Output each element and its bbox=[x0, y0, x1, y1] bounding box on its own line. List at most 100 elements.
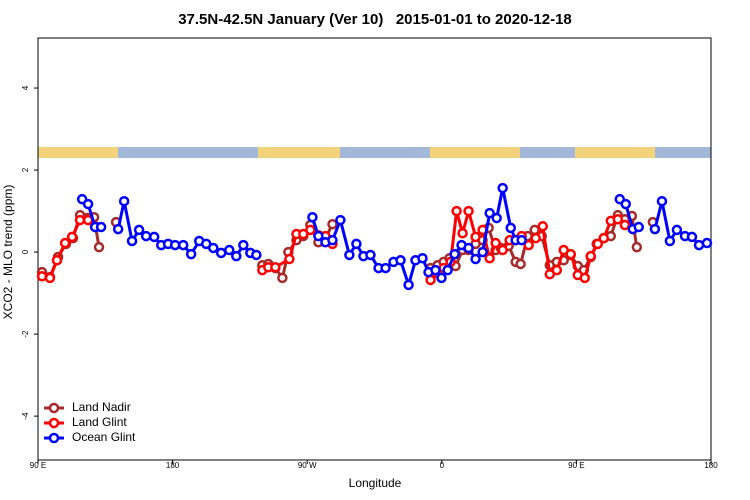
data-point bbox=[463, 205, 474, 217]
data-point bbox=[380, 262, 391, 274]
data-point bbox=[620, 198, 632, 210]
data-point bbox=[36, 271, 48, 282]
legend-label: Ocean Glint bbox=[72, 430, 136, 444]
legend-marker bbox=[48, 432, 60, 444]
data-point bbox=[491, 212, 502, 224]
data-point bbox=[701, 237, 713, 249]
data-point bbox=[686, 231, 698, 243]
data-point bbox=[335, 214, 346, 226]
y-tick-label: -2 bbox=[21, 330, 30, 338]
data-point bbox=[231, 250, 242, 262]
data-point bbox=[82, 198, 94, 210]
data-point bbox=[365, 249, 376, 261]
data-point bbox=[93, 241, 105, 253]
data-point bbox=[484, 252, 495, 264]
x-tick-label: 90 E bbox=[30, 461, 46, 470]
map-strip bbox=[38, 147, 711, 158]
data-point bbox=[565, 248, 576, 260]
x-axis-label: Longitude bbox=[349, 476, 402, 490]
data-point bbox=[515, 258, 526, 270]
data-point bbox=[270, 261, 281, 273]
data-point bbox=[148, 231, 160, 243]
series bbox=[76, 182, 713, 291]
data-point bbox=[463, 242, 474, 254]
legend-marker bbox=[48, 417, 60, 429]
data-point bbox=[112, 223, 124, 235]
y-tick-label: 2 bbox=[21, 167, 30, 172]
data-point bbox=[215, 247, 227, 259]
data-point bbox=[59, 237, 71, 249]
data-point bbox=[470, 253, 481, 265]
data-point bbox=[631, 241, 643, 253]
x-tick-label: 180 bbox=[166, 461, 180, 470]
data-point bbox=[592, 238, 604, 250]
data-point bbox=[395, 255, 406, 266]
data-point bbox=[537, 220, 548, 232]
data-point bbox=[284, 253, 295, 265]
x-tick-label: 0 bbox=[440, 461, 445, 470]
data-point bbox=[633, 221, 645, 233]
data-point bbox=[238, 239, 249, 251]
data-point bbox=[551, 264, 563, 276]
data-point bbox=[436, 272, 447, 284]
data-point bbox=[74, 214, 86, 226]
legend-label: Land Nadir bbox=[72, 400, 131, 414]
data-point bbox=[619, 219, 631, 231]
data-point bbox=[585, 250, 597, 262]
y-axis-label: XCO2 - MLO trend (ppm) bbox=[1, 185, 15, 320]
data-point bbox=[44, 272, 56, 284]
data-point bbox=[497, 244, 508, 256]
legend-marker bbox=[48, 402, 60, 414]
data-point bbox=[516, 234, 527, 246]
data-point bbox=[126, 235, 138, 247]
data-point bbox=[523, 239, 534, 251]
data-point bbox=[470, 231, 481, 243]
data-point bbox=[344, 249, 355, 261]
x-tick-label: 90 E bbox=[568, 461, 584, 470]
y-tick-label: -4 bbox=[21, 412, 30, 420]
data-point bbox=[305, 224, 316, 236]
data-point bbox=[579, 272, 591, 284]
y-tick-label: 0 bbox=[21, 249, 30, 254]
plot-frame bbox=[37, 37, 712, 461]
data-point bbox=[169, 239, 181, 251]
data-point bbox=[307, 211, 318, 223]
data-point bbox=[51, 255, 63, 266]
data-point bbox=[598, 232, 610, 244]
data-point bbox=[451, 205, 462, 217]
data-point bbox=[140, 230, 152, 242]
data-point bbox=[656, 195, 668, 207]
data-point bbox=[649, 223, 661, 235]
data-point bbox=[208, 242, 219, 254]
data-point bbox=[66, 231, 78, 243]
data-point bbox=[327, 234, 338, 246]
data-point bbox=[224, 244, 235, 256]
data-point bbox=[612, 214, 624, 225]
data-point bbox=[277, 272, 288, 284]
data-point bbox=[251, 249, 262, 261]
data-point bbox=[351, 238, 362, 250]
y-tick-label: 4 bbox=[21, 85, 30, 90]
data-point bbox=[484, 207, 495, 219]
data-point bbox=[457, 227, 468, 239]
data-point bbox=[177, 239, 189, 251]
data-point bbox=[430, 264, 441, 276]
data-point bbox=[403, 279, 414, 291]
chart-title: 37.5N-42.5N January (Ver 10) 2015-01-01 … bbox=[178, 11, 572, 28]
data-point bbox=[313, 230, 324, 242]
data-point bbox=[505, 222, 516, 234]
data-point bbox=[185, 248, 197, 260]
data-point bbox=[477, 246, 488, 258]
data-point bbox=[530, 232, 541, 244]
data-point bbox=[490, 237, 501, 249]
data-point bbox=[664, 235, 676, 247]
data-point bbox=[118, 195, 130, 207]
data-point bbox=[671, 224, 683, 236]
data-point bbox=[442, 264, 453, 276]
legend-label: Land Glint bbox=[72, 415, 127, 429]
data-point bbox=[417, 252, 428, 264]
data-point bbox=[497, 182, 508, 194]
data-point bbox=[133, 224, 145, 236]
